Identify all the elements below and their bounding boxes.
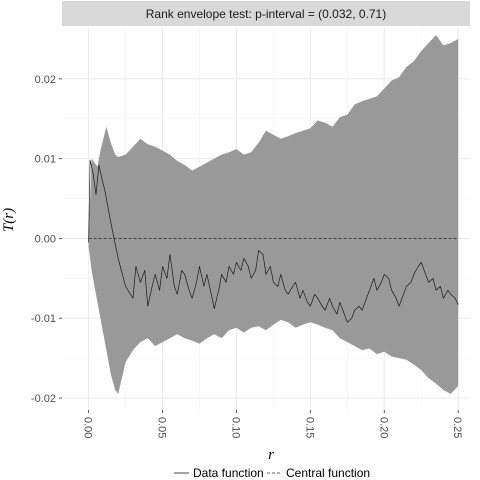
y-axis-title: T(r) (1, 208, 17, 232)
y-tick-label: -0.02 (31, 393, 56, 405)
y-axis: -0.02 -0.01 0.00 0.01 0.02 (31, 74, 62, 405)
envelope-band (88, 34, 459, 395)
x-axis: 0.00 0.05 0.10 0.15 0.20 0.25 (82, 410, 463, 438)
legend: Data function Central function (174, 466, 370, 480)
x-tick-label: 0.00 (82, 417, 94, 438)
y-tick-label: -0.01 (31, 313, 56, 325)
y-tick-label: 0.00 (35, 233, 56, 245)
y-tick-label: 0.01 (35, 154, 56, 166)
chart-title: Rank envelope test: p-interval = (0.032,… (146, 7, 386, 21)
legend-label-data-function: Data function (193, 466, 264, 480)
x-tick-label: 0.20 (377, 417, 389, 438)
facet-strip (62, 1, 470, 26)
data-function-line (88, 159, 459, 323)
x-tick-label: 0.25 (451, 417, 463, 438)
y-tick-label: 0.02 (35, 74, 56, 86)
x-tick-label: 0.15 (303, 417, 315, 438)
x-tick-label: 0.10 (229, 417, 241, 438)
x-tick-label: 0.05 (156, 417, 168, 438)
x-axis-title: r (268, 447, 274, 463)
legend-label-central-function: Central function (286, 466, 370, 480)
